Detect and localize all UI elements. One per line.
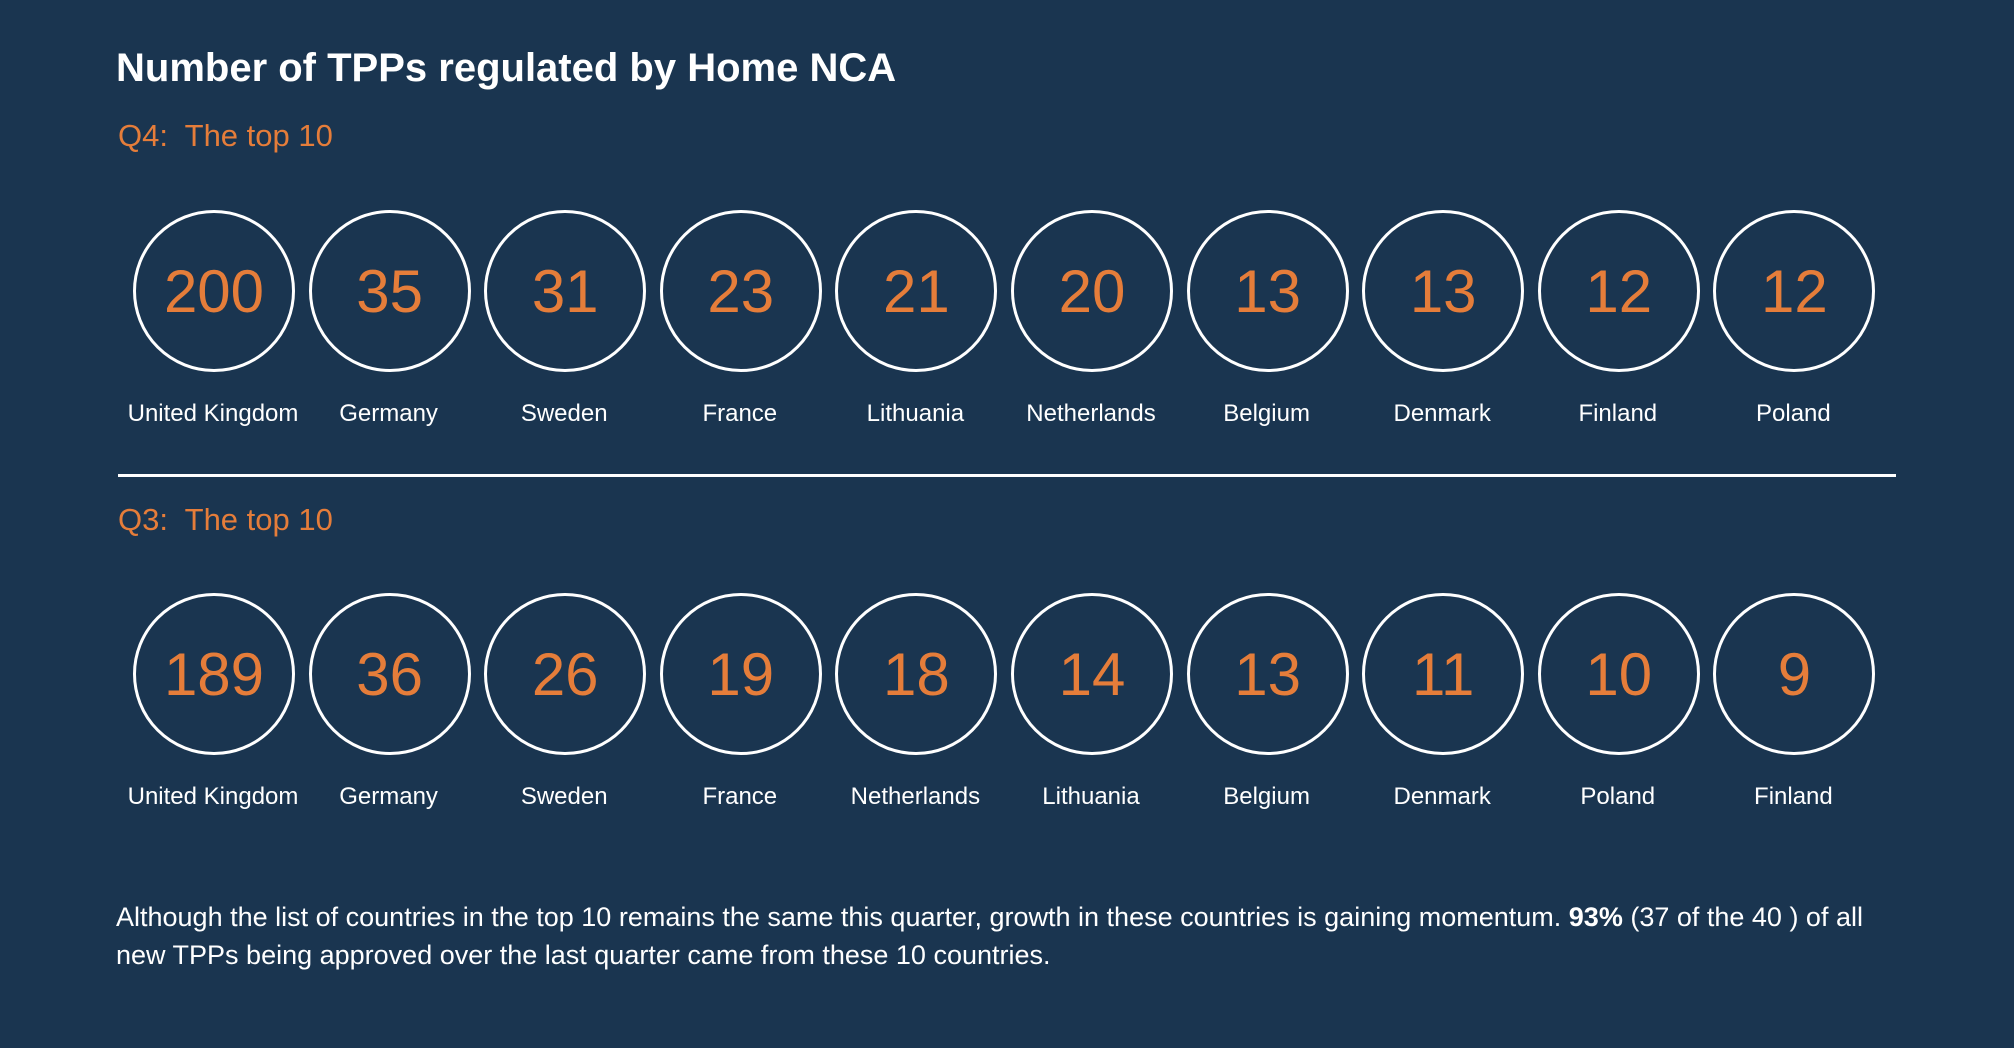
- q4-value-circle: 21: [835, 210, 998, 372]
- q4-value-circle: 20: [1011, 210, 1173, 372]
- note-text-before: Although the list of countries in the to…: [116, 902, 1569, 932]
- q4-country-label: Poland: [1756, 400, 1831, 427]
- q4-country-label: Denmark: [1393, 400, 1491, 427]
- q3-country-label: Belgium: [1223, 783, 1310, 810]
- q3-country-label: Denmark: [1393, 783, 1491, 810]
- q4-country-label: Germany: [339, 400, 438, 427]
- q3-country-label: Finland: [1754, 783, 1833, 810]
- q3-country-label: Germany: [339, 783, 438, 810]
- q4-subtitle: Q4: The top 10: [118, 118, 333, 153]
- q4-value-circle: 200: [133, 210, 295, 372]
- q3-country-item: 11 Denmark: [1361, 593, 1525, 853]
- q3-subtitle: Q3: The top 10: [118, 502, 333, 537]
- q3-country-item: 14 Lithuania: [1010, 593, 1173, 853]
- q3-country-item: 189 United Kingdom: [128, 593, 298, 853]
- q3-country-label: Sweden: [520, 783, 608, 810]
- q3-value-circle: 26: [484, 593, 647, 755]
- q4-country-item: 12 Poland: [1712, 210, 1876, 470]
- q3-value-circle: 14: [1011, 593, 1173, 755]
- note-highlight: 93%: [1568, 902, 1623, 932]
- q3-value-circle: 10: [1537, 593, 1700, 755]
- q4-country-label: Lithuania: [866, 400, 965, 427]
- q4-value-circle: 12: [1713, 210, 1876, 372]
- note-text-after: (37 of the 40 ) of all new TPPs being ap…: [116, 902, 1863, 970]
- q3-country-label: United Kingdom: [127, 783, 299, 810]
- q3-country-label: France: [702, 783, 778, 810]
- q3-value-circle: 9: [1713, 593, 1876, 755]
- q4-country-label: United Kingdom: [127, 400, 299, 427]
- q3-country-label: Lithuania: [1042, 783, 1140, 810]
- q4-country-label: Sweden: [520, 400, 608, 427]
- q4-value-circle: 35: [308, 210, 471, 372]
- divider-line: [118, 474, 1896, 477]
- q4-country-label: Netherlands: [1026, 400, 1156, 427]
- q3-country-label: Poland: [1580, 783, 1656, 810]
- q4-country-label: Finland: [1578, 400, 1658, 427]
- q4-value-circle: 23: [659, 210, 822, 372]
- q3-country-item: 13 Belgium: [1186, 593, 1349, 853]
- q4-country-label: France: [702, 400, 778, 427]
- q3-value-circle: 19: [659, 593, 822, 755]
- q4-country-item: 23 France: [659, 210, 822, 470]
- q4-country-item: 21 Lithuania: [834, 210, 998, 470]
- footnote: Although the list of countries in the to…: [116, 898, 1916, 974]
- q4-country-label: Belgium: [1223, 400, 1310, 427]
- q4-country-item: 35 Germany: [308, 210, 471, 470]
- q4-country-item: 13 Denmark: [1361, 210, 1525, 470]
- q4-country-item: 20 Netherlands: [1010, 210, 1173, 470]
- chart-title: Number of TPPs regulated by Home NCA: [116, 46, 897, 90]
- q4-country-item: 200 United Kingdom: [128, 210, 298, 470]
- q4-country-item: 12 Finland: [1537, 210, 1700, 470]
- q4-circles-row: 200 United Kingdom 35 Germany 31 Sweden 23 Fran…: [128, 210, 1880, 470]
- q3-country-item: 19 France: [659, 593, 822, 853]
- q3-value-circle: 13: [1186, 593, 1349, 755]
- q3-country-item: 18 Netherlands: [834, 593, 998, 853]
- q3-country-item: 10 Poland: [1537, 593, 1700, 853]
- q3-country-item: 26 Sweden: [483, 593, 647, 853]
- q4-value-circle: 13: [1362, 210, 1525, 372]
- q3-country-label: Netherlands: [850, 783, 981, 810]
- q3-value-circle: 18: [835, 593, 998, 755]
- q3-country-item: 36 Germany: [308, 593, 471, 853]
- q4-value-circle: 31: [484, 210, 647, 372]
- q4-country-item: 31 Sweden: [483, 210, 647, 470]
- q4-value-circle: 13: [1186, 210, 1349, 372]
- q3-value-circle: 11: [1362, 593, 1525, 755]
- q3-country-item: 9 Finland: [1712, 593, 1876, 853]
- q3-value-circle: 189: [133, 593, 295, 755]
- q4-value-circle: 12: [1537, 210, 1700, 372]
- q3-value-circle: 36: [308, 593, 471, 755]
- q4-country-item: 13 Belgium: [1186, 210, 1349, 470]
- q3-circles-row: 189 United Kingdom 36 Germany 26 Sweden 19 Fran…: [128, 593, 1880, 853]
